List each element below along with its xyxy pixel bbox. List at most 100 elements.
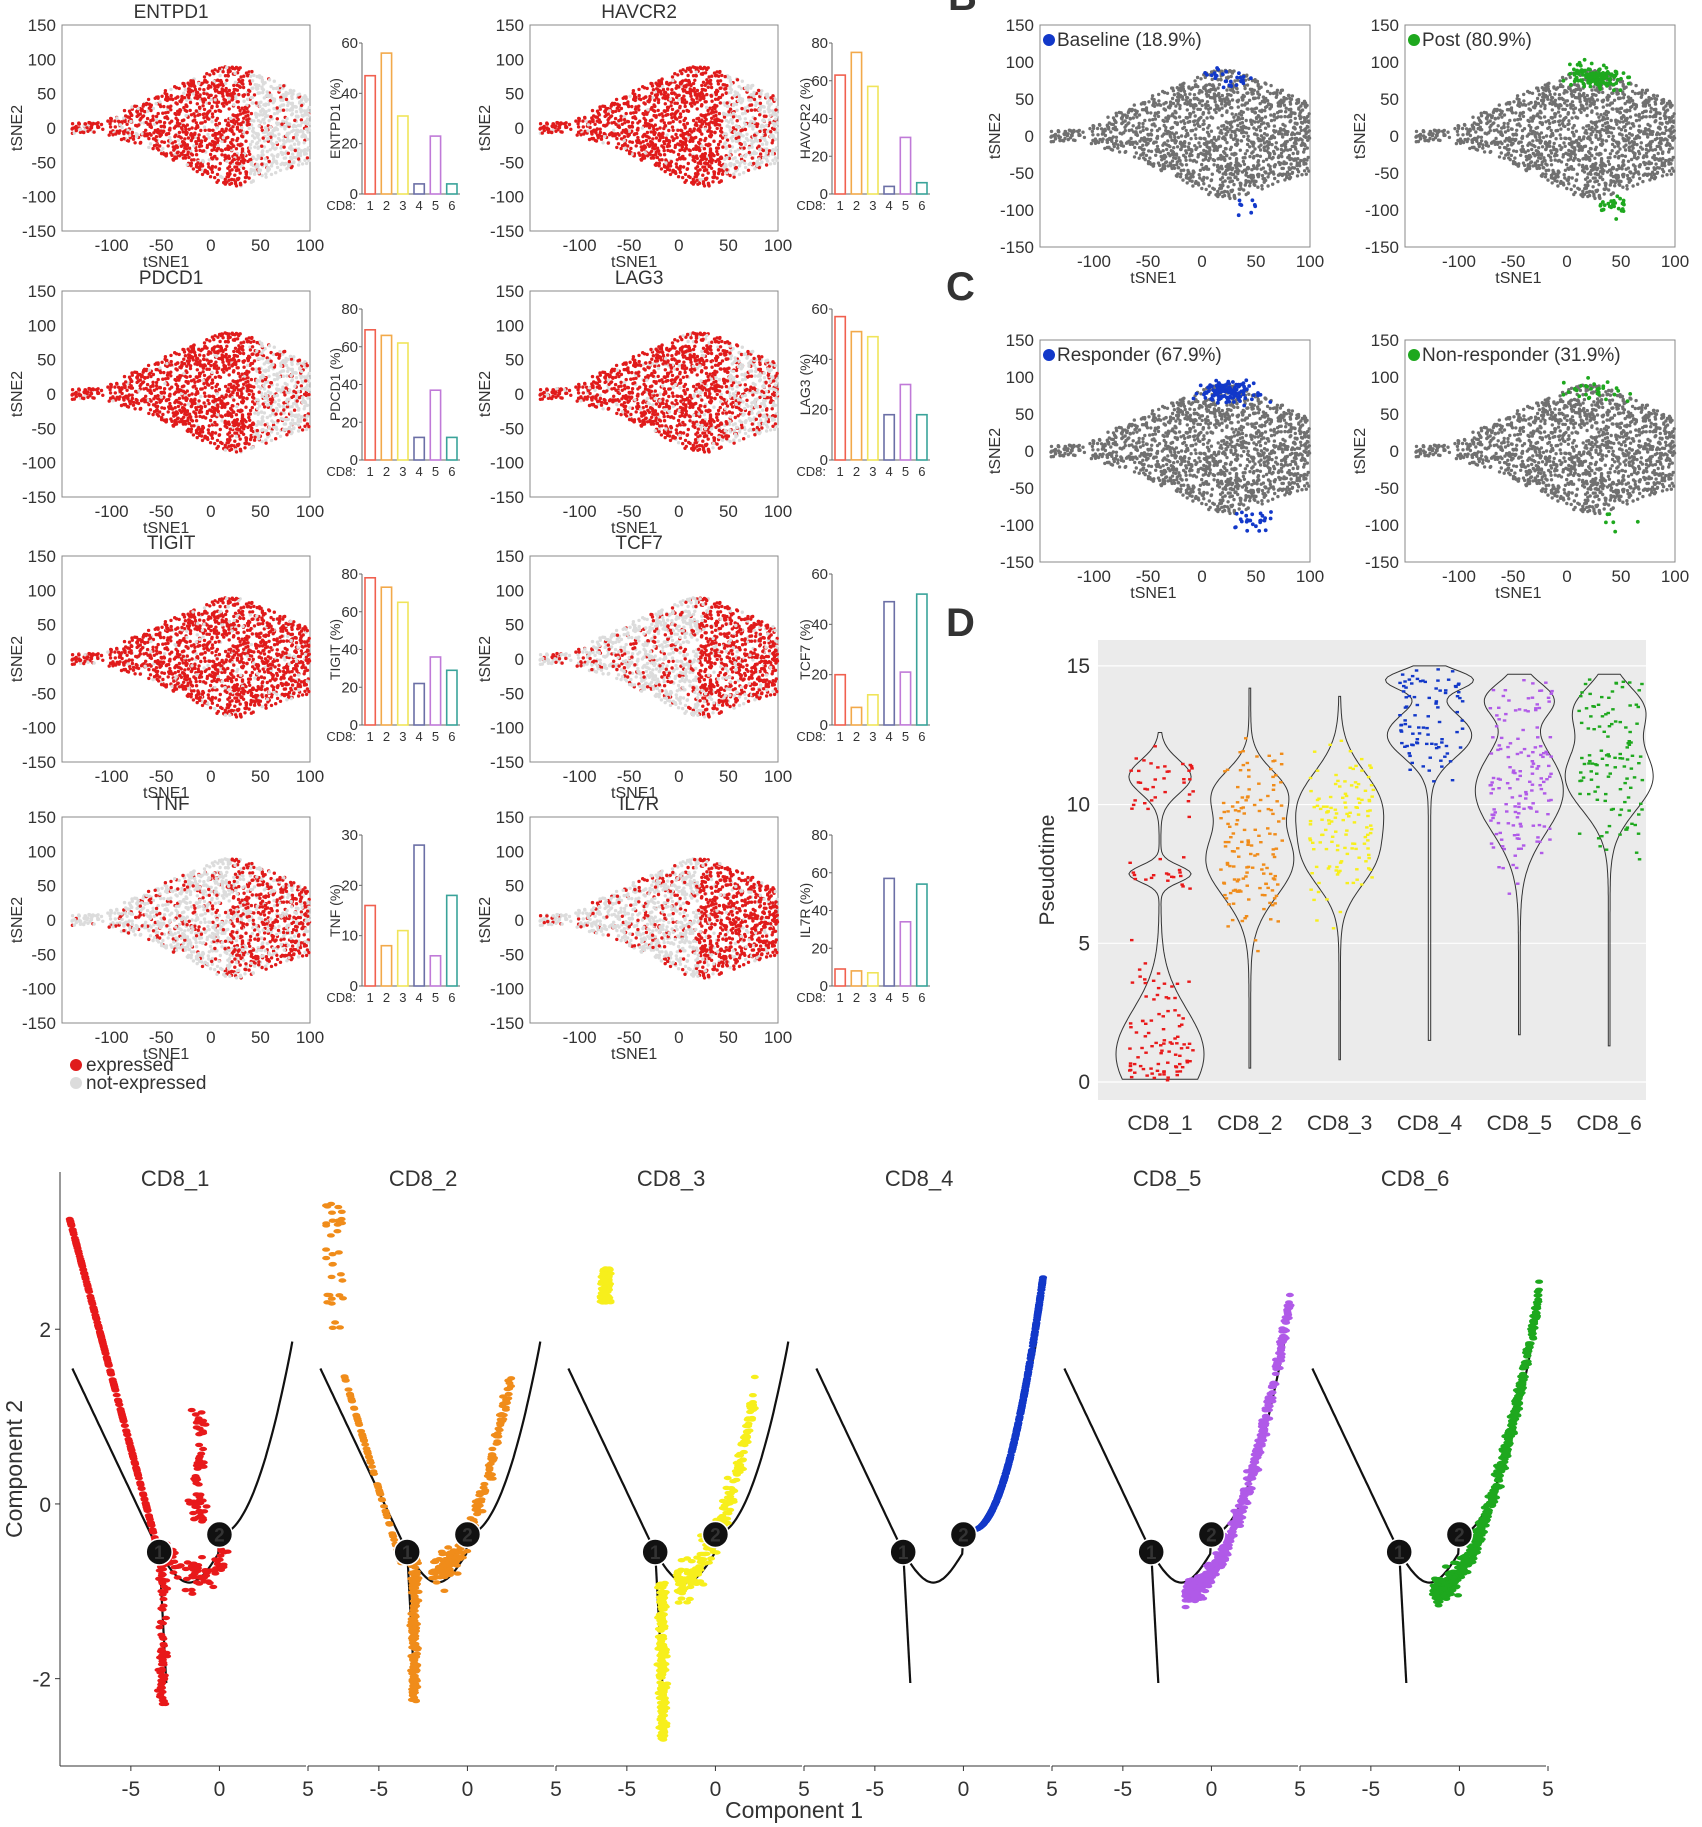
cell-not-expressed	[197, 403, 200, 406]
cell-expressed	[747, 169, 750, 172]
cell-expressed	[300, 118, 303, 121]
cell-expressed	[652, 88, 655, 91]
cell-not-expressed	[624, 147, 627, 150]
cell-expressed	[628, 133, 631, 136]
cell-expressed	[699, 125, 702, 128]
cell-expressed	[83, 388, 86, 391]
cell-expressed	[203, 391, 206, 394]
cell-not-expressed	[276, 123, 279, 126]
cell-not-expressed	[146, 110, 149, 113]
cell-not-expressed	[267, 375, 270, 378]
cell-expressed	[701, 174, 704, 177]
cell-expressed	[550, 131, 553, 134]
cell-expressed	[149, 109, 152, 112]
cell-expressed	[644, 95, 647, 98]
cell-not-expressed	[257, 357, 260, 360]
cell-expressed	[258, 367, 261, 370]
cell-expressed	[673, 72, 676, 75]
cell-expressed	[231, 379, 234, 382]
cell-not-expressed	[608, 109, 611, 112]
cell-expressed	[719, 140, 722, 143]
cell-expressed	[158, 386, 161, 389]
cell-expressed	[671, 108, 674, 111]
cell-not-expressed	[291, 152, 294, 155]
cell-expressed	[110, 119, 113, 122]
cell-not-expressed	[764, 93, 767, 96]
cell-not-expressed	[762, 156, 765, 159]
cell-not-expressed	[774, 149, 777, 152]
cell-expressed	[590, 137, 593, 140]
cell-not-expressed	[728, 85, 731, 88]
tsne-havcr2-ytick: -50	[499, 153, 524, 172]
cell-expressed	[282, 84, 285, 87]
cell-expressed	[247, 150, 250, 153]
cell-expressed	[702, 81, 705, 84]
cell-expressed	[700, 84, 703, 87]
cell-expressed	[156, 147, 159, 150]
cell-expressed	[623, 118, 626, 121]
cell-expressed	[681, 141, 684, 144]
cell-expressed	[211, 378, 214, 381]
cell-not-expressed	[255, 115, 258, 118]
cell-expressed	[236, 366, 239, 369]
cell-expressed	[92, 122, 95, 125]
bar-chart-havcr2: 020406080HAVCR2 (%)CD8: 1 2 3 4 5 6	[796, 35, 930, 213]
bar-category-prefix: CD8:	[326, 464, 356, 479]
cell-not-expressed	[290, 414, 293, 417]
cell-expressed	[82, 397, 85, 400]
cell-expressed	[196, 91, 199, 94]
cell-expressed	[569, 394, 572, 397]
cell-not-expressed	[726, 125, 729, 128]
cell-expressed	[583, 382, 586, 385]
cell-not-expressed	[202, 160, 205, 163]
cell-not-expressed	[225, 66, 228, 69]
cell-not-expressed	[272, 353, 275, 356]
cell-expressed	[603, 132, 606, 135]
cell-expressed	[209, 441, 212, 444]
cell-expressed	[679, 112, 682, 115]
cell-expressed	[719, 86, 722, 89]
cell-expressed	[769, 130, 772, 133]
cell-expressed	[284, 386, 287, 389]
cell-expressed	[134, 390, 137, 393]
cell-expressed	[236, 393, 239, 396]
cell-expressed	[197, 133, 200, 136]
cell-expressed	[137, 373, 140, 376]
cell-expressed	[215, 89, 218, 92]
cell-expressed	[202, 113, 205, 116]
cell-expressed	[241, 345, 244, 348]
cell-not-expressed	[203, 125, 206, 128]
cell-not-expressed	[285, 108, 288, 111]
cell-expressed	[697, 117, 700, 120]
cell-expressed	[599, 128, 602, 131]
cell-not-expressed	[260, 85, 263, 88]
cell-not-expressed	[251, 79, 254, 82]
cell-expressed	[632, 89, 635, 92]
tsne-title: ENTPD1	[134, 2, 209, 23]
cell-not-expressed	[276, 377, 279, 380]
cell-expressed	[207, 431, 210, 434]
cell-expressed	[262, 402, 265, 405]
cell-expressed	[266, 433, 269, 436]
cell-expressed	[249, 412, 252, 415]
cell-not-expressed	[587, 123, 590, 126]
cell-not-expressed	[249, 146, 252, 149]
cell-expressed	[108, 133, 111, 136]
cell-expressed	[180, 136, 183, 139]
cell-expressed	[92, 388, 95, 391]
cell-expressed	[169, 354, 172, 357]
cell-expressed	[637, 88, 640, 91]
cell-expressed	[149, 385, 152, 388]
cell-not-expressed	[601, 407, 604, 410]
cell-expressed	[710, 117, 713, 120]
cell-expressed	[674, 117, 677, 120]
bar-pdcd1-6	[447, 437, 457, 460]
cell-expressed	[232, 384, 235, 387]
cell-expressed	[636, 136, 639, 139]
cell-expressed	[218, 434, 221, 437]
cell-expressed	[186, 389, 189, 392]
cell-not-expressed	[760, 160, 763, 163]
cell-expressed	[162, 105, 165, 108]
cell-expressed	[142, 371, 145, 374]
cell-not-expressed	[259, 110, 262, 113]
